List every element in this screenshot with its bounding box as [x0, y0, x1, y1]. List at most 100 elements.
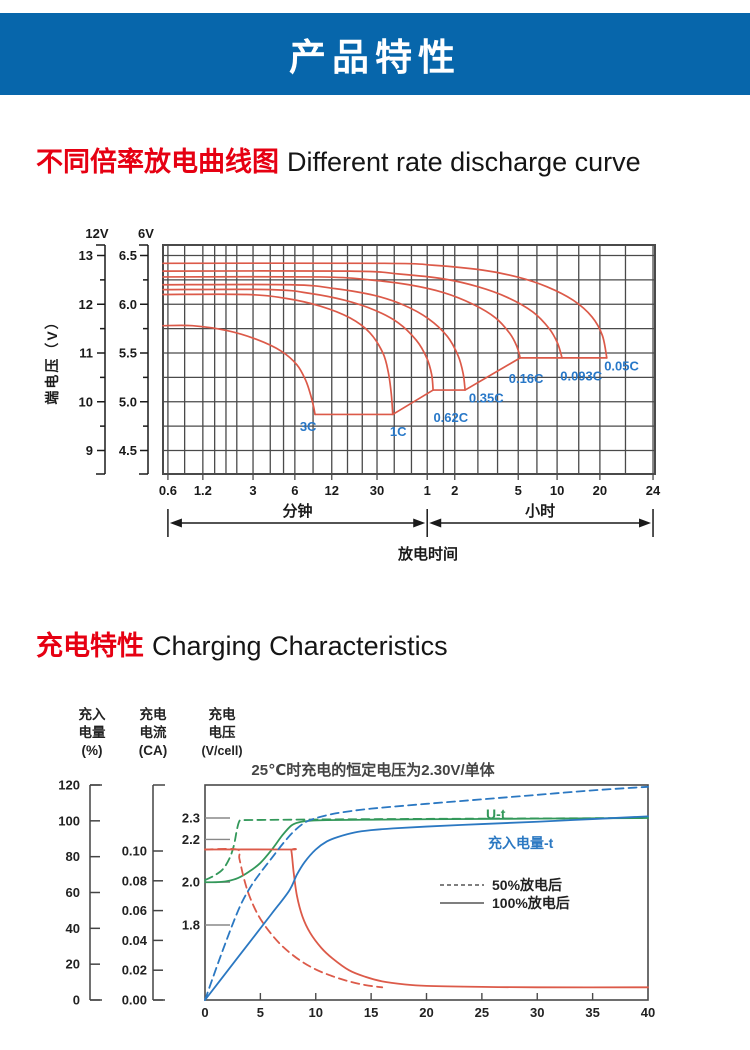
annotation-充入电量-t: 充入电量-t: [488, 835, 554, 851]
axis-header: 充入: [79, 706, 106, 722]
axis-header: 电压: [209, 724, 236, 740]
legend-label: 100%放电后: [492, 895, 570, 911]
y-axis-percent: [89, 784, 102, 1001]
y12-tick-label: 9: [86, 443, 93, 458]
x-tick-label: 20: [419, 1005, 433, 1020]
x-tick-label: 1.2: [194, 483, 212, 498]
curve-0.05C: [162, 262, 608, 359]
percent-tick-label: 100: [58, 813, 80, 828]
x-tick-label: 25: [475, 1005, 489, 1020]
vcell-tick-label: 2.2: [182, 832, 200, 847]
ca-tick-label: 0.04: [122, 933, 148, 948]
x-tick-label: 12: [325, 483, 339, 498]
y12-tick-label: 11: [79, 346, 93, 361]
y6-tick-label: 5.5: [119, 346, 137, 361]
ca-tick-label: 0.02: [122, 963, 147, 978]
y6-axis-caption: 6V: [138, 226, 154, 241]
curve-0.16C: [162, 275, 522, 359]
vcell-tick-label: 1.8: [182, 918, 200, 933]
discharge-title-zh: 不同倍率放电曲线图: [36, 147, 279, 177]
y6-tick-label: 6.0: [119, 297, 137, 312]
x-tick-label: 24: [646, 483, 661, 498]
ca-tick-label: 0.06: [122, 903, 147, 918]
discharge-title-en: Different rate discharge curve: [287, 147, 641, 177]
rate-label-1C: 1C: [390, 424, 407, 439]
charging-section-title: 充电特性 Charging Characteristics: [36, 624, 448, 663]
axis-header: (CA): [139, 743, 168, 758]
y-axis-ca: [152, 784, 165, 1001]
vcell-tick-label: 2.0: [182, 875, 200, 890]
axis-header: (%): [82, 743, 103, 758]
charging-curves: [204, 785, 649, 1001]
curve-charge-current-after-50pct: [204, 847, 384, 989]
percent-tick-label: 40: [66, 921, 80, 936]
axis-header: 电量: [79, 724, 106, 740]
x-tick-label: 0.6: [159, 483, 177, 498]
charging-title-zh: 充电特性: [36, 631, 144, 661]
rate-label-3C: 3C: [300, 419, 317, 434]
time-unit-arrows: [167, 509, 654, 537]
y12-axis-caption: 12V: [85, 226, 108, 241]
curve-1C: [162, 293, 394, 416]
y12-tick-label: 13: [79, 248, 93, 263]
charging-title-en: Charging Characteristics: [152, 631, 448, 661]
x-tick-label: 0: [201, 1005, 208, 1020]
percent-tick-label: 20: [66, 957, 80, 972]
axis-header: (V/cell): [202, 744, 243, 758]
x-tick-label: 2: [451, 483, 458, 498]
rate-label-0.16C: 0.16C: [509, 371, 544, 386]
y6-tick-label: 5.0: [119, 394, 137, 409]
page-title: 产品特性: [289, 37, 461, 78]
y6-tick-label: 6.5: [119, 248, 137, 263]
curve-charged-capacity-after-100pct: [204, 815, 649, 1001]
x-tick-label: 30: [370, 483, 384, 498]
y12-tick-label: 12: [79, 297, 93, 312]
x-tick-label: 40: [641, 1005, 655, 1020]
ca-tick-label: 0.08: [122, 873, 147, 888]
rate-label-0.093C: 0.093C: [560, 368, 603, 383]
percent-tick-label: 60: [66, 885, 80, 900]
vcell-tick-label: 2.3: [182, 811, 200, 826]
curve-charge-current-after-100pct: [204, 848, 649, 989]
y-axis-title: 端电压（V）: [44, 313, 60, 404]
x-tick-label: 5: [257, 1005, 264, 1020]
ca-tick-label: 0.10: [122, 844, 147, 859]
axis-header: 充电: [140, 706, 167, 722]
axis-header: 电流: [140, 724, 167, 740]
y-axis-6v: [139, 244, 149, 475]
chart-title: 25℃时充电的恒定电压为2.30V/单体: [251, 761, 495, 779]
x-tick-label: 10: [309, 1005, 323, 1020]
plot-border: [162, 244, 656, 475]
axis-header: 充电: [209, 706, 236, 722]
percent-tick-label: 80: [66, 849, 80, 864]
x-tick-label: 30: [530, 1005, 544, 1020]
x-tick-label: 35: [585, 1005, 599, 1020]
x-tick-label: 5: [515, 483, 522, 498]
plot-border: [204, 784, 649, 1001]
cutoff-voltage-line: [314, 357, 608, 416]
percent-tick-label: 0: [73, 993, 80, 1008]
minutes-label: 分钟: [283, 502, 313, 520]
curve-0.093C: [162, 270, 563, 359]
page-header-banner: 产品特性: [0, 13, 750, 95]
curve-charged-capacity-after-50pct: [204, 785, 649, 1001]
rate-label-0.62C: 0.62C: [433, 410, 468, 425]
y6-tick-label: 4.5: [119, 443, 137, 458]
grid: [163, 245, 655, 474]
annotation-U-t: U-t: [486, 806, 506, 822]
curve-charge-voltage-after-50pct: [204, 817, 649, 881]
curve-3C: [162, 324, 316, 416]
curve-0.35C: [162, 283, 466, 391]
x-tick-label: 15: [364, 1005, 378, 1020]
discharge-section-title: 不同倍率放电曲线图 Different rate discharge curve: [36, 140, 641, 179]
y12-tick-label: 10: [79, 394, 93, 409]
hours-label: 小时: [525, 503, 555, 520]
legend-label: 50%放电后: [492, 877, 562, 893]
rate-label-0.05C: 0.05C: [604, 359, 639, 374]
rate-label-0.35C: 0.35C: [469, 391, 504, 406]
x-tick-label: 10: [550, 483, 564, 498]
